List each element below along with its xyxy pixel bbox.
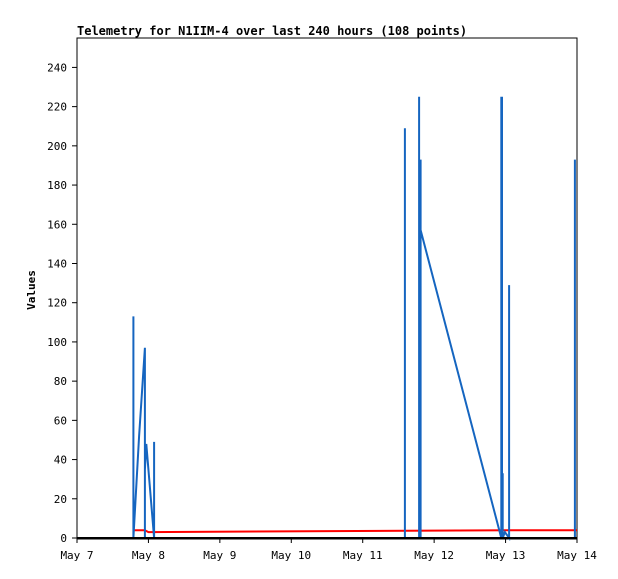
y-tick-label: 0 xyxy=(60,532,67,545)
y-tick-label: 160 xyxy=(47,218,67,231)
y-tick-label: 140 xyxy=(47,257,67,270)
y-axis-ticks: 0 20 40 60 80 100 120 140 160 180 200 220 240 xyxy=(47,61,77,545)
chart-title: Telemetry for N1IIM-4 over last 240 hour… xyxy=(77,24,467,38)
x-tick-label: May 13 xyxy=(486,549,526,562)
x-tick-label: May 7 xyxy=(60,549,93,562)
y-tick-label: 40 xyxy=(54,454,67,467)
y-tick-label: 240 xyxy=(47,61,67,74)
x-tick-label: May 11 xyxy=(343,549,383,562)
y-tick-label: 180 xyxy=(47,179,67,192)
y-axis-label: Values xyxy=(25,270,38,310)
y-tick-label: 20 xyxy=(54,493,67,506)
x-tick-label: May 14 xyxy=(557,549,597,562)
x-tick-label: May 10 xyxy=(271,549,311,562)
series-line-0 xyxy=(132,529,577,534)
y-tick-label: 80 xyxy=(54,375,67,388)
y-tick-label: 200 xyxy=(47,140,67,153)
y-tick-label: 100 xyxy=(47,336,67,349)
y-tick-label: 220 xyxy=(47,101,67,114)
y-tick-label: 120 xyxy=(47,297,67,310)
y-tick-label: 60 xyxy=(54,414,67,427)
x-tick-label: May 9 xyxy=(203,549,236,562)
plot-area xyxy=(76,37,578,540)
x-tick-label: May 12 xyxy=(414,549,454,562)
x-axis-ticks: May 7 May 8 May 9 May 10 May 11 May 12 May 13 M… xyxy=(60,538,597,562)
series-line-1 xyxy=(132,316,156,539)
x-tick-label: May 8 xyxy=(132,549,165,562)
